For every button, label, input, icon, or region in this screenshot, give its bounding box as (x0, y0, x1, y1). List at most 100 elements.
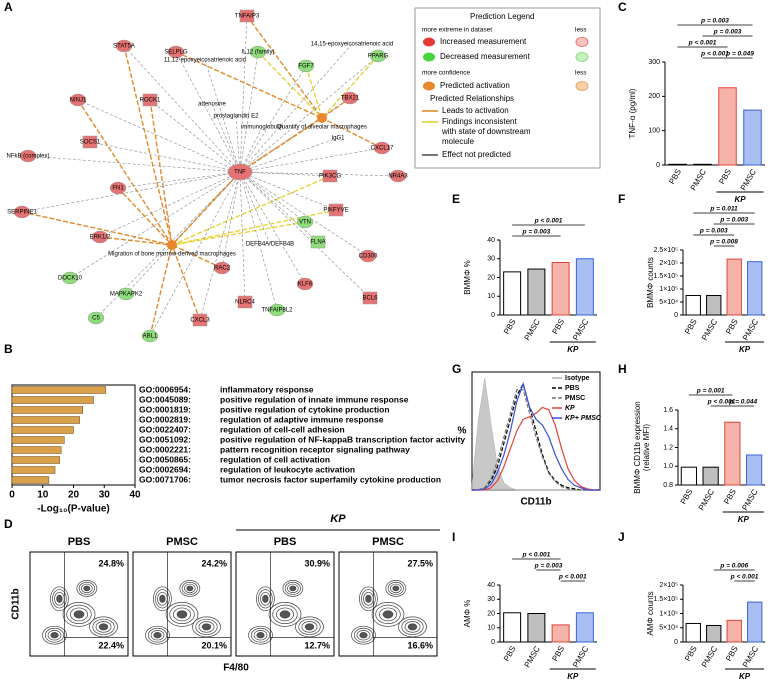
bar (551, 624, 570, 643)
network-edge (211, 103, 241, 173)
x-tick-label: PBS (502, 645, 518, 663)
y-tick-label: 1×10⁵ (659, 286, 678, 293)
network-node (167, 45, 185, 59)
network-edge (171, 221, 306, 246)
network-edge (239, 65, 307, 173)
network-node (239, 9, 255, 23)
network-edge (239, 171, 271, 245)
node-label: TNFAIP3 (235, 14, 260, 20)
node-label: NLRC4 (235, 300, 255, 306)
bar (685, 295, 701, 316)
y-tick-label: 10 (487, 625, 495, 632)
network-node (362, 291, 378, 305)
label: Predicted activation (440, 81, 510, 90)
network-node (213, 261, 231, 275)
node-label: FN1 (112, 186, 124, 192)
flow-header: PBS (274, 536, 297, 548)
node-label: C5 (92, 316, 100, 322)
bar (11, 466, 56, 474)
contour (359, 586, 378, 612)
p-value: p < 0.001 (522, 552, 551, 559)
p-value: p = 0.003 (522, 229, 551, 236)
network-edge (123, 45, 173, 246)
x-tick-label: PMSC (739, 167, 758, 192)
y-tick-label: 300 (648, 59, 660, 66)
contour (165, 602, 199, 627)
network-node (117, 287, 135, 301)
y-tick-label: 40 (487, 582, 495, 589)
category-description: regulation of cell activation (220, 454, 330, 464)
quadrant-percent: 30.9% (304, 558, 330, 568)
network-edge (239, 43, 353, 173)
network-edge (77, 99, 241, 173)
legend-box (414, 7, 601, 169)
category-label: GO:0051092: (139, 434, 191, 444)
category-label: GO:0002819: (139, 414, 191, 424)
contour (184, 583, 196, 594)
x-tick-label: PBS (550, 318, 566, 336)
x-tick-label: 20 (68, 490, 80, 501)
network-edge (171, 171, 241, 246)
contour (42, 625, 67, 645)
y-tick-label: 0 (491, 312, 495, 319)
category-description: tumor necrosis factor superfamily cytoki… (220, 474, 441, 484)
label: Increased measurement (440, 37, 527, 46)
group-label: KP (567, 672, 579, 681)
bar (743, 109, 762, 166)
network-edge (239, 147, 383, 173)
legend-swatch (423, 37, 435, 47)
bar (11, 436, 65, 444)
bar (706, 295, 722, 316)
x-tick-label: 10 (37, 490, 49, 501)
y-tick-label: 0 (674, 639, 678, 646)
network-node (61, 271, 79, 285)
network-node (322, 169, 338, 183)
contour (50, 632, 59, 639)
legend-swatch (575, 52, 589, 62)
p-value: p = 0.008 (709, 239, 738, 246)
p-value: p < 0.001 (730, 574, 759, 581)
contour (401, 618, 424, 635)
node-label: TNFAIP8L2 (261, 308, 293, 314)
network-node (389, 169, 407, 183)
contour (70, 607, 88, 622)
x-tick-label: PMSC (571, 644, 590, 669)
contour (95, 621, 112, 633)
network-edge (239, 171, 331, 177)
y-axis-label: AMΦ % (463, 600, 472, 628)
y-axis-label: CD11b (11, 588, 22, 619)
contour (176, 610, 188, 619)
network-node (310, 235, 326, 249)
x-tick-label: PBS (724, 645, 740, 663)
category-description: positive regulation of cytokine producti… (220, 404, 390, 414)
node-label: MAPKAPK2 (110, 292, 143, 298)
label: Leads to activation (442, 106, 509, 115)
x-tick-label: PMSC (523, 317, 542, 342)
contour (248, 625, 273, 645)
contour (62, 602, 96, 627)
contour (81, 583, 93, 594)
y-tick-label: 1.2 (663, 444, 673, 451)
node-label: TBX21 (341, 96, 360, 102)
node-label: CD300 (359, 254, 378, 260)
network-node (115, 39, 133, 53)
contour (56, 594, 63, 603)
network-edge (235, 115, 241, 173)
x-tick-label: 30 (99, 490, 111, 501)
network-edge (89, 141, 241, 173)
contour (282, 580, 304, 597)
network-edge (239, 171, 371, 299)
p-value: p < 0.001 (688, 40, 717, 47)
network-edge (171, 244, 201, 321)
network-edge (99, 171, 241, 238)
network-edge (149, 99, 241, 173)
flow-header: PMSC (372, 536, 404, 548)
network-node (341, 91, 359, 105)
category-description: regulation of cell-cell adhesion (220, 424, 345, 434)
x-tick-label: PBS (683, 645, 699, 663)
label: less (575, 27, 587, 34)
network-node (249, 45, 267, 59)
contour (262, 594, 269, 603)
network-node (13, 205, 31, 219)
bar (726, 619, 742, 643)
